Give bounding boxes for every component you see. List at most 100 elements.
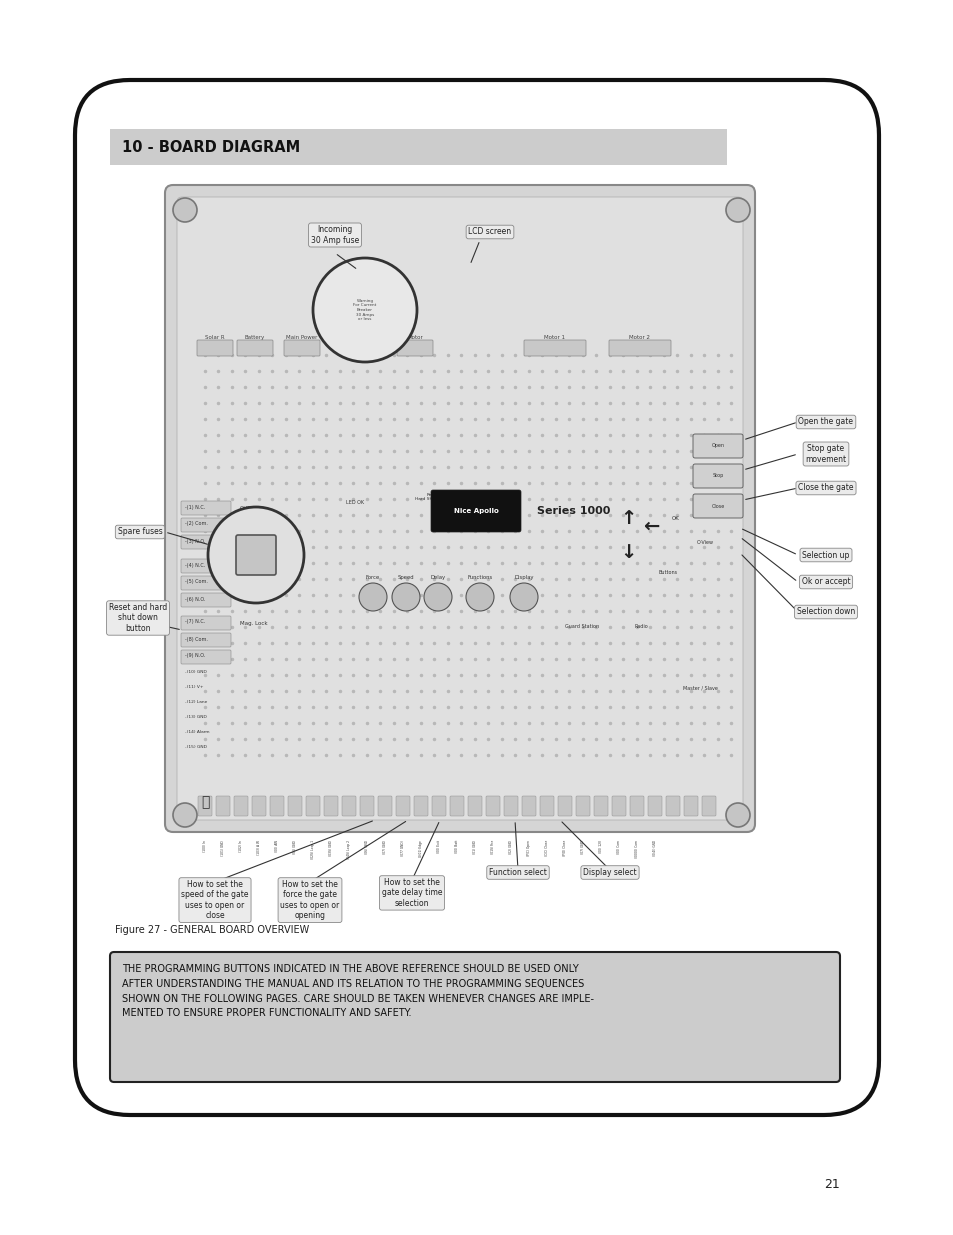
FancyBboxPatch shape bbox=[181, 501, 231, 515]
Text: -(12) Lane: -(12) Lane bbox=[185, 700, 207, 704]
FancyBboxPatch shape bbox=[396, 340, 433, 356]
FancyBboxPatch shape bbox=[181, 650, 231, 664]
Text: LCD screen: LCD screen bbox=[468, 227, 511, 236]
FancyBboxPatch shape bbox=[692, 464, 742, 488]
Text: (00) Batt: (00) Batt bbox=[455, 840, 458, 853]
Text: Selection down: Selection down bbox=[796, 608, 854, 616]
Text: Mag. Lock: Mag. Lock bbox=[240, 620, 268, 625]
Text: (06) GND: (06) GND bbox=[365, 840, 369, 853]
Text: OK: OK bbox=[672, 516, 679, 521]
Text: OUT2: OUT2 bbox=[240, 563, 254, 568]
Text: ↑: ↑ bbox=[619, 509, 636, 527]
FancyBboxPatch shape bbox=[181, 559, 231, 573]
FancyBboxPatch shape bbox=[576, 797, 589, 816]
FancyBboxPatch shape bbox=[181, 535, 231, 550]
FancyBboxPatch shape bbox=[181, 634, 231, 647]
Text: (07) GND: (07) GND bbox=[580, 840, 584, 853]
Text: Motor 2: Motor 2 bbox=[629, 335, 650, 340]
Text: ⏚: ⏚ bbox=[200, 795, 209, 809]
Text: (102) In: (102) In bbox=[239, 840, 243, 852]
FancyBboxPatch shape bbox=[431, 490, 520, 532]
Text: -(1) N.C.: -(1) N.C. bbox=[185, 505, 205, 510]
Text: (07) GND: (07) GND bbox=[382, 840, 387, 853]
FancyBboxPatch shape bbox=[324, 797, 337, 816]
Text: Solar R: Solar R bbox=[205, 335, 225, 340]
FancyBboxPatch shape bbox=[196, 340, 233, 356]
Text: (00) 12V: (00) 12V bbox=[598, 840, 602, 853]
FancyBboxPatch shape bbox=[539, 797, 554, 816]
Text: (0(4)) GND: (0(4)) GND bbox=[652, 840, 657, 856]
Text: (P/C) Open: (P/C) Open bbox=[526, 840, 531, 856]
Text: O-View: O-View bbox=[696, 540, 713, 545]
Text: (03S) GND: (03S) GND bbox=[329, 840, 333, 856]
Text: (077 GND): (077 GND) bbox=[400, 840, 405, 856]
Text: How to set the
force the gate
uses to open or
opening: How to set the force the gate uses to op… bbox=[280, 881, 339, 920]
Text: Stop gate
movement: Stop gate movement bbox=[804, 445, 845, 463]
FancyBboxPatch shape bbox=[701, 797, 716, 816]
Circle shape bbox=[465, 583, 494, 611]
Circle shape bbox=[725, 198, 749, 222]
Text: (101) GND: (101) GND bbox=[221, 840, 225, 856]
FancyBboxPatch shape bbox=[341, 340, 377, 356]
Text: ←: ← bbox=[642, 516, 659, 536]
FancyBboxPatch shape bbox=[177, 198, 742, 820]
Circle shape bbox=[208, 508, 304, 603]
Text: Display: Display bbox=[514, 576, 533, 580]
Text: (01) GND: (01) GND bbox=[473, 840, 476, 853]
Text: Main Power: Main Power bbox=[286, 335, 317, 340]
FancyBboxPatch shape bbox=[235, 535, 275, 576]
Text: (01) GND: (01) GND bbox=[293, 840, 296, 853]
FancyBboxPatch shape bbox=[594, 797, 607, 816]
Text: -(2) Com.: -(2) Com. bbox=[185, 521, 208, 526]
Text: Motor: Motor bbox=[407, 335, 422, 340]
Text: G(01) Edge: G(01) Edge bbox=[418, 840, 422, 857]
Text: Master / Slave: Master / Slave bbox=[681, 685, 717, 690]
Text: Incoming
30 Amp fuse: Incoming 30 Amp fuse bbox=[311, 225, 358, 245]
Circle shape bbox=[725, 803, 749, 827]
Text: Close: Close bbox=[711, 504, 724, 509]
Text: Series 1000: Series 1000 bbox=[537, 506, 610, 516]
Text: Functions: Functions bbox=[467, 576, 492, 580]
FancyBboxPatch shape bbox=[665, 797, 679, 816]
Text: 10 - BOARD DIAGRAM: 10 - BOARD DIAGRAM bbox=[122, 140, 300, 154]
FancyBboxPatch shape bbox=[608, 340, 670, 356]
Text: -(15) GND: -(15) GND bbox=[185, 745, 207, 748]
Text: (02S) Loop 1: (02S) Loop 1 bbox=[311, 840, 314, 860]
FancyBboxPatch shape bbox=[215, 797, 230, 816]
FancyBboxPatch shape bbox=[110, 952, 840, 1082]
Text: -(11) V+: -(11) V+ bbox=[185, 685, 203, 689]
FancyBboxPatch shape bbox=[110, 128, 726, 165]
Text: 21: 21 bbox=[823, 1178, 840, 1192]
Circle shape bbox=[392, 583, 419, 611]
FancyBboxPatch shape bbox=[270, 797, 284, 816]
Text: -(13) GND: -(13) GND bbox=[185, 715, 207, 719]
FancyBboxPatch shape bbox=[288, 797, 302, 816]
Text: -(8) Com.: -(8) Com. bbox=[185, 636, 208, 641]
FancyBboxPatch shape bbox=[181, 616, 231, 630]
FancyBboxPatch shape bbox=[181, 576, 231, 590]
FancyBboxPatch shape bbox=[647, 797, 661, 816]
Text: (103) A W: (103) A W bbox=[256, 840, 261, 855]
Text: GPA Fuse: GPA Fuse bbox=[347, 335, 373, 340]
FancyBboxPatch shape bbox=[692, 433, 742, 458]
Text: Delay: Delay bbox=[430, 576, 445, 580]
FancyBboxPatch shape bbox=[485, 797, 499, 816]
FancyBboxPatch shape bbox=[395, 797, 410, 816]
FancyBboxPatch shape bbox=[198, 797, 212, 816]
Text: Spare fuses: Spare fuses bbox=[117, 527, 162, 536]
FancyBboxPatch shape bbox=[683, 797, 698, 816]
Text: Display select: Display select bbox=[582, 868, 637, 877]
Text: (02) GND: (02) GND bbox=[509, 840, 513, 853]
FancyBboxPatch shape bbox=[377, 797, 392, 816]
FancyBboxPatch shape bbox=[414, 797, 428, 816]
Text: Warning
For Current
Breaker
30 Amps
or less: Warning For Current Breaker 30 Amps or l… bbox=[353, 299, 376, 321]
Circle shape bbox=[510, 583, 537, 611]
Text: Nice Apollo: Nice Apollo bbox=[453, 508, 497, 514]
Text: (P/O) Close: (P/O) Close bbox=[562, 840, 566, 856]
FancyBboxPatch shape bbox=[341, 797, 355, 816]
Text: LED OK: LED OK bbox=[346, 499, 364, 505]
Text: How to set the
speed of the gate
uses to open or
close: How to set the speed of the gate uses to… bbox=[181, 881, 249, 920]
Text: Reset and hard
shut down
button: Reset and hard shut down button bbox=[109, 603, 167, 632]
Text: -(4) N.C.: -(4) N.C. bbox=[185, 562, 205, 568]
Text: Speed: Speed bbox=[397, 576, 414, 580]
